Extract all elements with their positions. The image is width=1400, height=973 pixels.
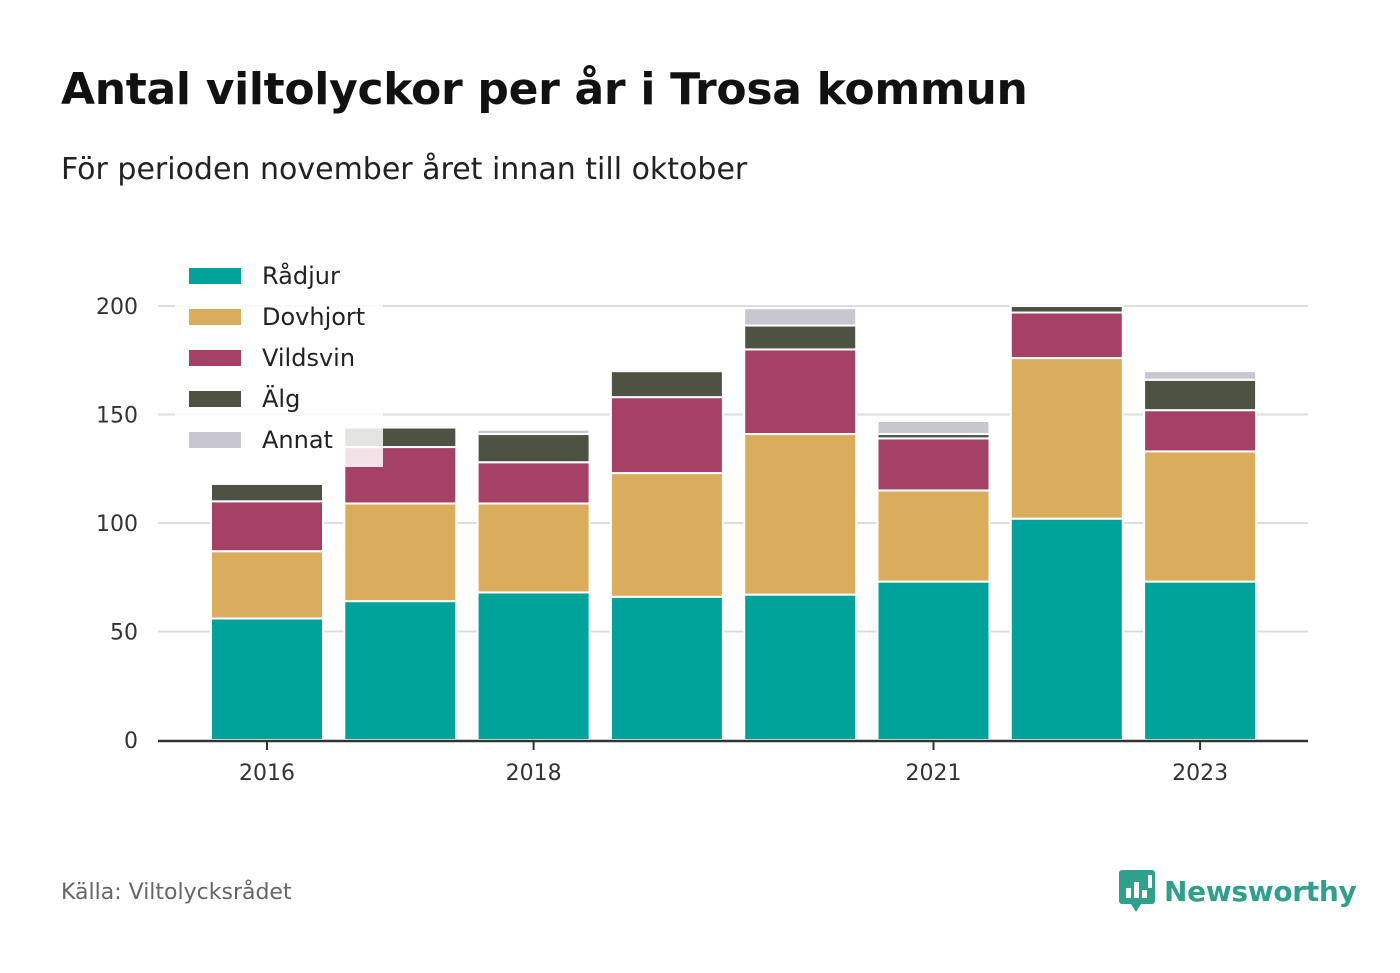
- bar-segment: [609, 472, 724, 598]
- bar-segment: [876, 580, 991, 742]
- brand-name: Newsworthy: [1164, 874, 1357, 908]
- legend-swatch: [189, 432, 241, 448]
- bar-segment: [1009, 302, 1124, 307]
- bar-segment: [609, 370, 724, 399]
- x-tick-label: 2016: [239, 761, 295, 786]
- bar-segment: [609, 396, 724, 475]
- legend-label: Dovhjort: [262, 303, 365, 331]
- bar-segment: [343, 502, 458, 603]
- bar-segment: [1143, 378, 1258, 412]
- bar-segment: [1143, 409, 1258, 453]
- legend-label: Vildsvin: [262, 344, 355, 372]
- legend-label: Annat: [262, 426, 333, 454]
- bar-segment: [876, 437, 991, 492]
- bar-segment: [1143, 580, 1258, 742]
- bar-segment: [1009, 311, 1124, 360]
- legend-label: Älg: [262, 384, 300, 413]
- chart-title: Antal viltolyckor per år i Trosa kommun: [61, 64, 1028, 115]
- bar-segment: [476, 461, 591, 505]
- bar-segment: [343, 600, 458, 741]
- chart-subtitle: För perioden november året innan till ok…: [61, 152, 748, 187]
- x-tick-label: 2023: [1172, 761, 1228, 786]
- bar-segment: [743, 324, 858, 351]
- bar-segment: [476, 591, 591, 741]
- bar-segment: [609, 367, 724, 373]
- y-tick-label: 200: [96, 295, 138, 320]
- y-tick-label: 50: [110, 621, 138, 646]
- y-tick-label: 0: [124, 729, 138, 754]
- x-tick-label: 2018: [506, 761, 562, 786]
- legend-swatch: [189, 350, 241, 366]
- bar-segment: [609, 595, 724, 742]
- x-tick-label: 2021: [906, 761, 962, 786]
- source-note: Källa: Viltolycksrådet: [61, 880, 292, 905]
- bar-segment: [743, 433, 858, 596]
- bar-segment: [1009, 357, 1124, 520]
- bar-segment: [476, 428, 591, 436]
- brand-logo: Newsworthy: [1118, 868, 1357, 914]
- bar-segment: [476, 502, 591, 594]
- bar-segment: [743, 307, 858, 327]
- bar-segment: [476, 433, 591, 464]
- legend-swatch: [189, 268, 241, 284]
- bar-segment: [743, 593, 858, 741]
- y-tick-label: 100: [96, 512, 138, 537]
- newsworthy-logo-icon: [1119, 870, 1155, 912]
- bar-segment: [1143, 450, 1258, 583]
- bar-segment: [210, 550, 324, 620]
- bar-segment: [210, 482, 324, 503]
- bar-segment: [210, 500, 324, 553]
- legend-swatch: [189, 309, 241, 325]
- bar-segment: [210, 617, 324, 741]
- y-tick-label: 150: [96, 404, 138, 429]
- legend-label: Rådjur: [262, 261, 340, 290]
- bar-segment: [743, 348, 858, 436]
- bar-segment: [876, 420, 991, 436]
- bar-segment: [1009, 517, 1124, 741]
- bar-segment: [876, 489, 991, 583]
- bar-segment: [1143, 370, 1258, 381]
- legend-swatch: [189, 391, 241, 407]
